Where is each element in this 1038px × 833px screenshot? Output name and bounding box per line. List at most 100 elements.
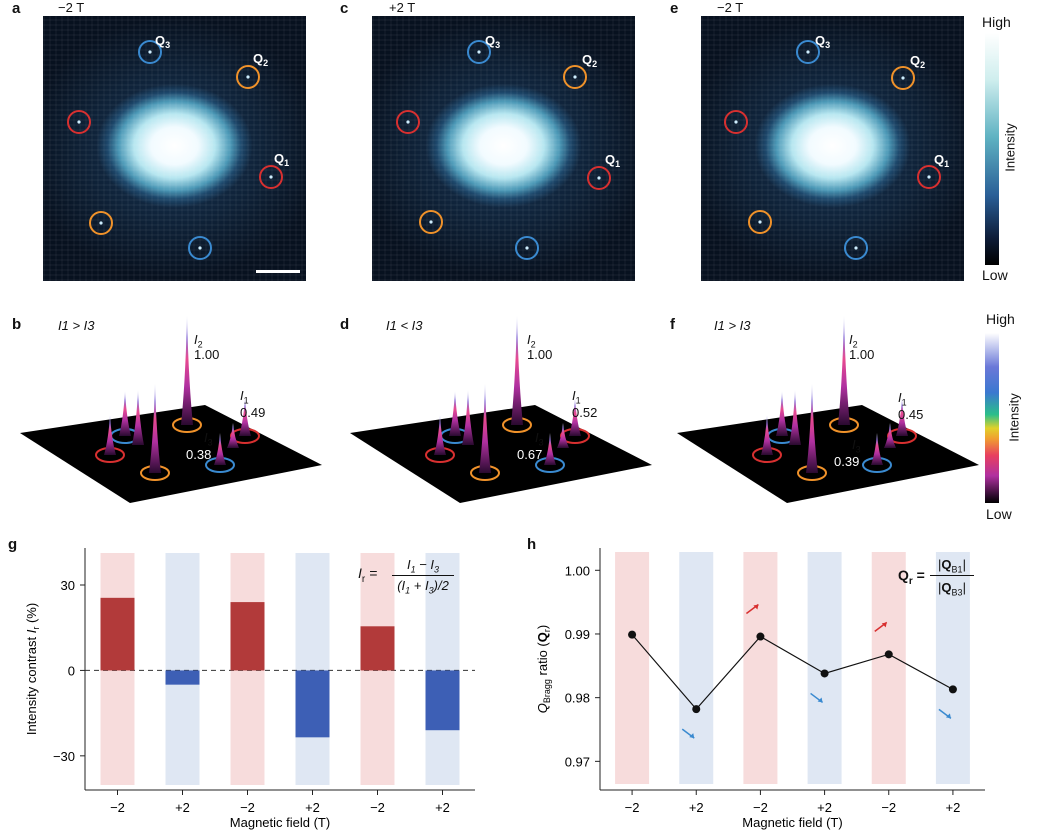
intensity-peak xyxy=(569,398,581,436)
x-tick-label: −2 xyxy=(625,800,640,815)
i3-label-d: I3 xyxy=(535,430,544,448)
x-tick-label: +2 xyxy=(946,800,961,815)
comparison-b: I1 > I3 xyxy=(58,318,95,333)
i3-label-b: I3 xyxy=(204,430,213,448)
q3-ring xyxy=(138,40,162,64)
formula-g-lhs: Ir = xyxy=(358,565,378,585)
bar xyxy=(100,597,135,671)
y-tick-label: 0.99 xyxy=(565,627,590,642)
intensity-peak xyxy=(806,383,818,473)
fft-overlay-a: Q3 Q2 Q1 xyxy=(67,33,300,273)
shift-arrow-head xyxy=(881,622,887,628)
panel-label-a: a xyxy=(12,0,21,17)
q3-ring xyxy=(467,40,491,64)
comparison-f: I1 > I3 xyxy=(714,318,751,333)
q1-ring xyxy=(587,166,611,190)
colorbar-top-low: Low xyxy=(982,267,1008,283)
intensity-peak xyxy=(789,390,801,445)
intensity-peak xyxy=(119,391,131,436)
i2-label-b: I2 xyxy=(194,332,203,350)
data-point xyxy=(756,632,765,641)
x-tick-label: −2 xyxy=(370,800,385,815)
intensity-peak xyxy=(544,433,556,465)
fft-image-c: Q3 Q2 Q1 xyxy=(372,16,635,281)
shift-arrow-head xyxy=(945,713,951,719)
y-tick-label: 0 xyxy=(68,663,75,678)
shift-arrow-head xyxy=(753,604,759,610)
shift-arrow-head xyxy=(817,697,823,703)
formula-g-num: I1 − I3 xyxy=(392,557,454,576)
x-tick-label: −2 xyxy=(240,800,255,815)
intensity-peak xyxy=(871,433,883,465)
i1-label-d: I1 xyxy=(572,388,581,406)
field-label-c: +2 T xyxy=(389,0,416,15)
q2-ring xyxy=(891,66,915,90)
intensity-peak xyxy=(181,315,193,425)
field-band xyxy=(743,552,778,784)
intensity-peak xyxy=(132,390,144,445)
panel-label-b: b xyxy=(12,316,22,333)
panel-label-c: c xyxy=(340,0,349,17)
intensity-peak xyxy=(838,315,850,425)
field-band xyxy=(615,552,650,784)
shift-arrow-head xyxy=(689,733,695,739)
orange-ring xyxy=(748,210,772,234)
bar xyxy=(295,670,330,738)
field-label-a: −2 T xyxy=(58,0,85,15)
field-label-e: −2 T xyxy=(717,0,744,15)
i2-label-d: I2 xyxy=(527,332,536,350)
orange-ring xyxy=(89,211,113,235)
data-point xyxy=(692,705,701,714)
data-point xyxy=(884,650,893,659)
formula-h-num: |QB1| xyxy=(930,557,974,576)
bar xyxy=(425,670,460,731)
intensity-peak xyxy=(434,415,446,455)
blue-ring xyxy=(515,236,539,260)
y-tick-label: 0.97 xyxy=(565,754,590,769)
intensity-peak xyxy=(557,423,569,448)
y-axis-label: Intensity contrast Ir (%) xyxy=(24,603,41,735)
bar xyxy=(165,670,200,685)
scale-bar xyxy=(256,270,300,273)
formula-h-lhs: Qr = xyxy=(898,567,925,587)
q3-ring xyxy=(796,40,820,64)
x-tick-label: +2 xyxy=(175,800,190,815)
x-tick-label: −2 xyxy=(881,800,896,815)
y-tick-label: −30 xyxy=(53,749,75,764)
colorbar-bottom-low: Low xyxy=(986,506,1012,522)
surface-plots xyxy=(20,315,979,503)
x-tick-label: −2 xyxy=(110,800,125,815)
blue-ring xyxy=(188,236,212,260)
i2-value-d: 1.00 xyxy=(527,347,553,362)
i1-value-f: 0.45 xyxy=(898,407,924,422)
q1-ring xyxy=(917,165,941,189)
i3-value-b: 0.38 xyxy=(186,447,212,462)
i2-value-b: 1.00 xyxy=(194,347,220,362)
series-line xyxy=(631,634,954,711)
q2-ring xyxy=(563,65,587,89)
field-band xyxy=(807,552,842,784)
q2-ring xyxy=(236,65,260,89)
field-band xyxy=(679,552,714,784)
colorbar-top-high: High xyxy=(982,14,1011,30)
i3-label-f: I3 xyxy=(852,437,861,455)
colorbar-bottom xyxy=(985,333,999,503)
colorbar-top xyxy=(985,33,999,265)
q1-ring xyxy=(259,165,283,189)
x-axis-label: Magnetic field (T) xyxy=(230,815,330,830)
i3-value-d: 0.67 xyxy=(517,447,543,462)
x-tick-label: −2 xyxy=(753,800,768,815)
i1-value-d: 0.52 xyxy=(572,405,598,420)
intensity-peak xyxy=(896,398,908,436)
y-tick-label: 30 xyxy=(61,578,75,593)
field-band xyxy=(165,553,200,785)
y-tick-label: 0.98 xyxy=(565,691,590,706)
fft-image-a: Q3 Q2 Q1 xyxy=(43,16,306,281)
y-tick-label: 1.00 xyxy=(565,563,590,578)
x-tick-label: +2 xyxy=(689,800,704,815)
intensity-peak xyxy=(239,398,251,436)
i3-value-f: 0.39 xyxy=(834,454,860,469)
intensity-peak xyxy=(884,423,896,448)
intensity-peak xyxy=(479,383,491,473)
